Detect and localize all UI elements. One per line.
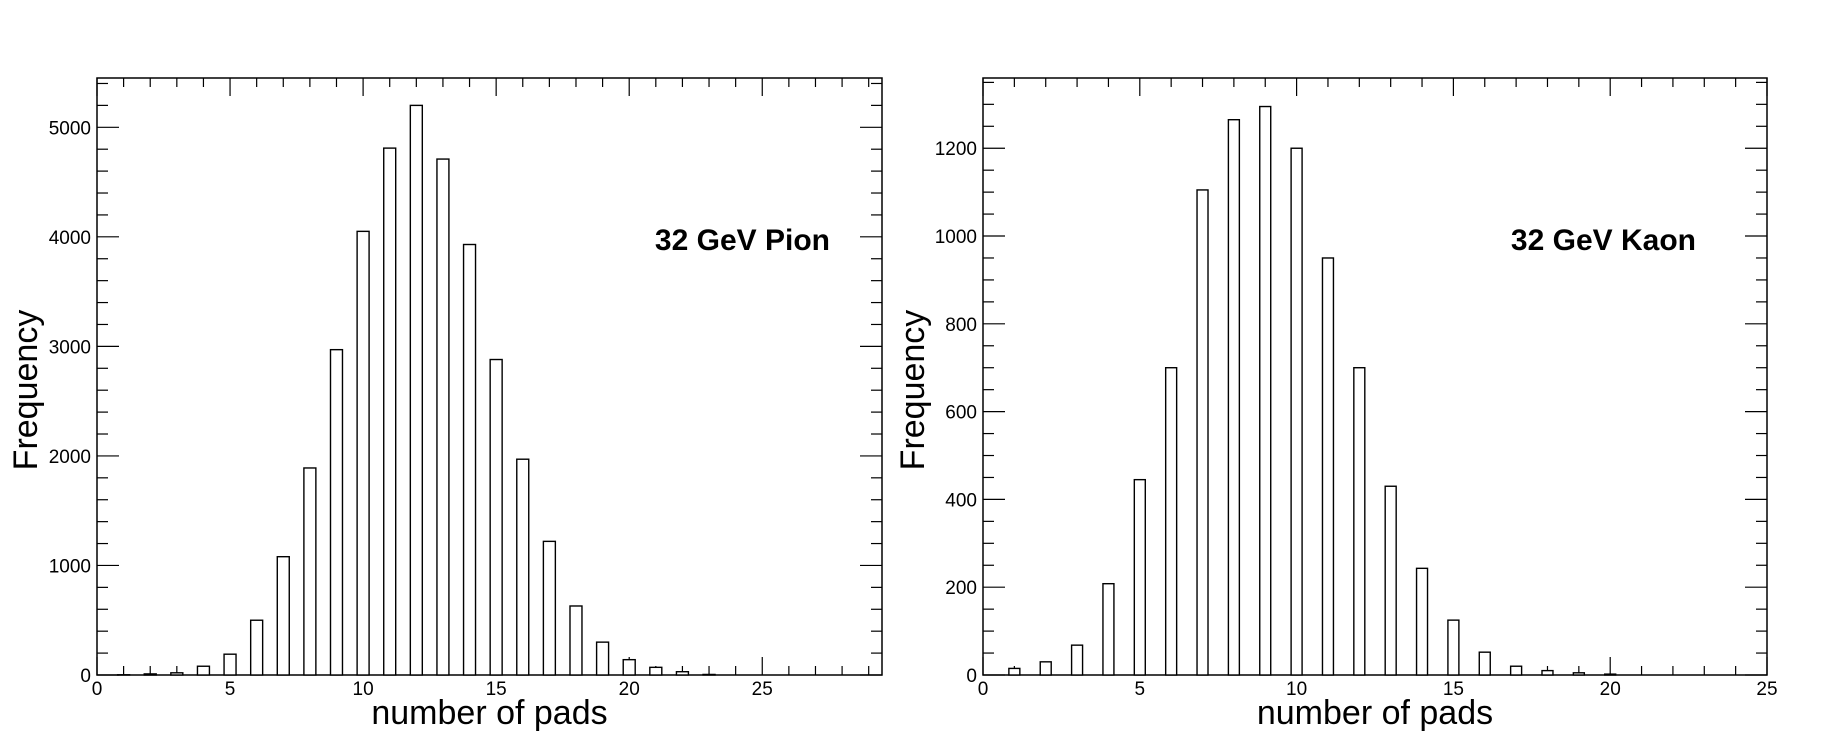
kaon-histogram-bar	[1070, 644, 1084, 676]
kaon-x-axis-title: number of pads	[1257, 694, 1493, 732]
kaon-histogram-bar	[1008, 667, 1021, 676]
pion-x-tick-label: 20	[619, 679, 640, 700]
pion-histogram-bar	[170, 672, 184, 676]
kaon-y-axis-title: Frequency	[894, 310, 932, 471]
kaon-histogram-bar	[1133, 478, 1146, 676]
pion-histogram-bar	[143, 673, 157, 676]
pion-histogram-panel: 0 5 10 15 20 25 0 1000 2000 3000 4000 5000 number of…	[7, 77, 883, 732]
kaon-histogram-bar	[1227, 119, 1241, 676]
kaon-histogram-bar	[1572, 672, 1586, 676]
kaon-y-tick-label: 1000	[935, 227, 977, 248]
pion-histogram-bar	[223, 653, 237, 676]
pion-y-axis-title: Frequency	[7, 310, 45, 471]
kaon-y-tick-label: 0	[966, 666, 977, 687]
pion-y-tick-label: 2000	[49, 447, 91, 468]
kaon-histogram-bar	[1102, 582, 1115, 676]
kaon-histogram-bar	[1290, 147, 1303, 676]
pion-histogram-bar	[196, 665, 211, 676]
pion-y-tick-label: 5000	[49, 118, 91, 139]
kaon-histogram-bar	[1321, 257, 1335, 676]
pion-histogram-bar	[329, 348, 344, 676]
pion-y-tick-label: 4000	[49, 228, 91, 249]
kaon-histogram-bar	[1384, 485, 1397, 676]
kaon-x-tick-label: 25	[1756, 679, 1777, 700]
pion-histogram-bar	[542, 540, 557, 676]
pion-y-tick-label: 1000	[49, 556, 91, 577]
kaon-histogram-bar	[1353, 367, 1366, 676]
kaon-x-tick-label: 15	[1443, 679, 1464, 700]
pion-y-tick-label: 0	[80, 666, 91, 687]
pion-histogram-bar	[675, 671, 690, 676]
pion-x-tick-label: 0	[92, 679, 103, 700]
pion-histogram-bar	[462, 243, 477, 676]
pion-histogram-bar	[276, 555, 290, 676]
pion-histogram-bar	[702, 673, 716, 676]
pion-x-tick-label: 5	[225, 679, 236, 700]
pion-histogram-bar	[595, 641, 610, 676]
pion-histogram-bar	[649, 666, 663, 676]
kaon-histogram-bar	[1509, 665, 1523, 676]
pion-x-axis-title: number of pads	[371, 694, 607, 732]
pion-histogram-bar	[569, 605, 583, 676]
pion-annotation: 32 GeV Pion	[655, 224, 830, 257]
pion-histogram-bar	[622, 658, 636, 676]
kaon-x-tick-label: 0	[978, 679, 989, 700]
kaon-histogram-bar	[1604, 673, 1617, 676]
pion-histogram-bar	[489, 358, 503, 676]
kaon-y-tick-label: 200	[945, 578, 977, 599]
kaon-histogram-bar	[1478, 651, 1491, 676]
kaon-plot-frame	[982, 77, 1768, 676]
pion-x-tick-label: 10	[353, 679, 374, 700]
kaon-y-tick-label: 400	[945, 490, 977, 511]
pion-histogram-bar	[303, 467, 317, 676]
kaon-x-tick-label: 10	[1286, 679, 1307, 700]
kaon-y-tick-label: 600	[945, 403, 977, 424]
pion-histogram-bar	[409, 104, 424, 676]
pion-histogram-bar	[436, 158, 450, 676]
kaon-x-tick-label: 20	[1600, 679, 1621, 700]
pion-y-tick-label: 3000	[49, 337, 91, 358]
kaon-histogram-bar	[1415, 567, 1429, 676]
pion-x-tick-label: 15	[486, 679, 507, 700]
kaon-histogram-bar	[1039, 661, 1052, 676]
pion-histogram-bar	[249, 619, 264, 676]
kaon-histogram-bar	[1164, 367, 1178, 676]
pion-histogram-bar	[516, 458, 530, 676]
kaon-y-tick-label: 800	[945, 315, 977, 336]
pion-histogram-bar	[356, 230, 370, 676]
pion-x-tick-label: 25	[752, 679, 773, 700]
kaon-histogram-bar	[1541, 669, 1554, 676]
kaon-histogram-bar	[1447, 619, 1460, 676]
kaon-histogram-panel: 0 5 10 15 20 25 0 200 400 600 800 1000 1200 number of…	[894, 77, 1778, 732]
kaon-histogram-bar	[1196, 189, 1209, 676]
kaon-y-tick-label: 1200	[935, 139, 977, 160]
kaon-x-tick-label: 5	[1135, 679, 1146, 700]
kaon-annotation: 32 GeV Kaon	[1511, 224, 1696, 257]
kaon-histogram-bar	[1259, 105, 1272, 676]
pion-histogram-bar	[383, 147, 397, 676]
